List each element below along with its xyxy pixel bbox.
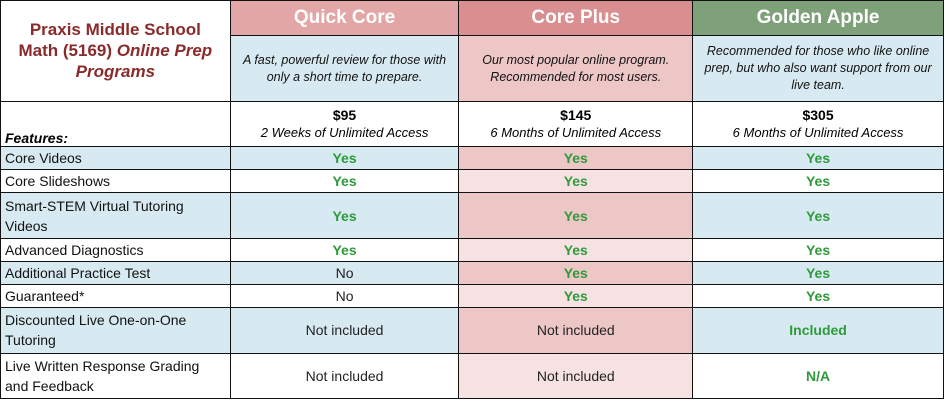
feature-label: Discounted Live One-on-One Tutoring [0, 307, 231, 354]
feature-row: Advanced Diagnostics Yes Yes Yes [0, 237, 944, 262]
feature-value: No [229, 260, 460, 286]
feature-value: Yes [229, 237, 460, 262]
plan-price-cell-core-plus: $145 6 Months of Unlimited Access [458, 100, 694, 148]
feature-label: Smart-STEM Virtual Tutoring Videos [0, 192, 231, 239]
feature-value: Yes [229, 169, 460, 194]
feature-row: Discounted Live One-on-One Tutoring Not … [0, 307, 944, 354]
feature-value: No [229, 284, 460, 309]
feature-value: Yes [692, 237, 944, 262]
feature-row: Core Videos Yes Yes Yes [0, 146, 944, 171]
feature-value: Yes [229, 146, 460, 171]
feature-label: Additional Practice Test [0, 260, 231, 286]
feature-value: Not included [458, 352, 694, 400]
feature-value: Yes [458, 169, 694, 194]
feature-row: Additional Practice Test No Yes Yes [0, 260, 944, 286]
plan-access: 6 Months of Unlimited Access [490, 124, 662, 140]
plan-price: $305 [802, 106, 834, 123]
plan-access: 2 Weeks of Unlimited Access [260, 124, 429, 140]
plan-description-quick-core: A fast, powerful review for those with o… [229, 35, 460, 102]
feature-value: Yes [692, 146, 944, 171]
feature-value: Not included [229, 352, 460, 400]
plan-price: $95 [332, 106, 357, 123]
feature-value: Yes [458, 284, 694, 309]
feature-value: Yes [458, 237, 694, 262]
feature-label: Live Written Response Grading and Feedba… [0, 352, 231, 400]
feature-value: Not included [229, 307, 460, 354]
plan-header-quick-core: Quick Core [229, 0, 460, 37]
feature-row: Core Slideshows Yes Yes Yes [0, 169, 944, 194]
plan-header-golden-apple: Golden Apple [692, 0, 944, 37]
brand-line-3: Programs [75, 62, 156, 82]
plan-price: $145 [560, 106, 592, 123]
plan-header-core-plus: Core Plus [458, 0, 694, 37]
brand-line-1: Praxis Middle School [29, 20, 201, 40]
feature-label: Guaranteed* [0, 284, 231, 309]
feature-label: Core Slideshows [0, 169, 231, 194]
plan-description-golden-apple: Recommended for those who like online pr… [692, 35, 944, 102]
feature-label: Core Videos [0, 146, 231, 171]
brand-title: Praxis Middle School Math (5169) Online … [0, 0, 231, 102]
feature-value: Not included [458, 307, 694, 354]
feature-row: Smart-STEM Virtual Tutoring Videos Yes Y… [0, 192, 944, 239]
plan-access: 6 Months of Unlimited Access [732, 124, 904, 140]
feature-value: Yes [692, 192, 944, 239]
feature-value: Yes [458, 260, 694, 286]
brand-line-2-italic: Online Prep [116, 41, 213, 61]
feature-row: Guaranteed* No Yes Yes [0, 284, 944, 309]
plan-description-core-plus: Our most popular online program. Recomme… [458, 35, 694, 102]
brand-line-2: Math (5169) [18, 41, 117, 61]
feature-row: Live Written Response Grading and Feedba… [0, 352, 944, 400]
feature-value: Yes [692, 169, 944, 194]
feature-value: Yes [692, 284, 944, 309]
features-label: Features: [0, 100, 231, 148]
feature-value: Yes [692, 260, 944, 286]
plan-price-cell-golden-apple: $305 6 Months of Unlimited Access [692, 100, 944, 148]
feature-value: Yes [458, 192, 694, 239]
feature-value: Yes [229, 192, 460, 239]
feature-label: Advanced Diagnostics [0, 237, 231, 262]
plan-price-cell-quick-core: $95 2 Weeks of Unlimited Access [229, 100, 460, 148]
feature-value: Yes [458, 146, 694, 171]
feature-value: N/A [692, 352, 944, 400]
feature-value: Included [692, 307, 944, 354]
